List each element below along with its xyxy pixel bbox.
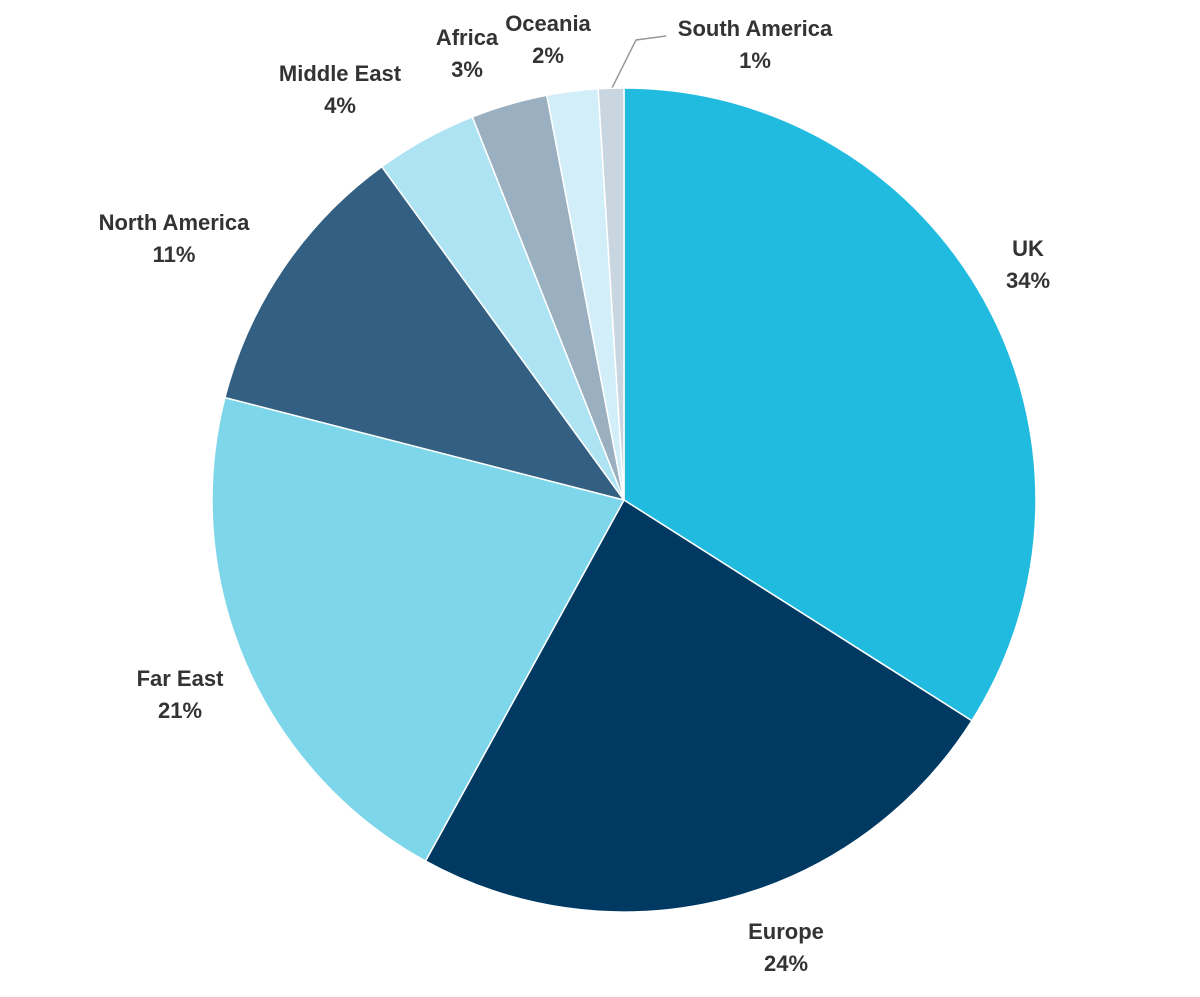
pie-slice	[623, 87, 1037, 722]
slice-value-label: 1%	[739, 48, 771, 73]
slice-value-label: 11%	[153, 242, 196, 267]
slice-value-label: 2%	[532, 43, 564, 68]
slice-label: Europe	[748, 919, 824, 944]
pie-slice	[424, 498, 973, 913]
slice-value-label: 34%	[1006, 268, 1050, 293]
slice-value-label: 24%	[764, 951, 808, 976]
slice-label: Oceania	[505, 11, 591, 36]
slice-label: Far East	[137, 666, 224, 691]
slice-label: Africa	[436, 25, 499, 50]
slice-label: South America	[678, 16, 833, 41]
pie-slice	[597, 87, 625, 501]
slice-value-label: 21%	[158, 698, 202, 723]
slice-label: Middle East	[279, 61, 402, 86]
pie-slice	[211, 396, 626, 863]
slice-label: North America	[99, 210, 251, 235]
slice-value-label: 4%	[324, 93, 356, 118]
slice-value-label: 3%	[451, 57, 483, 82]
slice-label: UK	[1012, 236, 1044, 261]
leader-line	[611, 35, 667, 89]
pie-slice	[224, 165, 626, 502]
